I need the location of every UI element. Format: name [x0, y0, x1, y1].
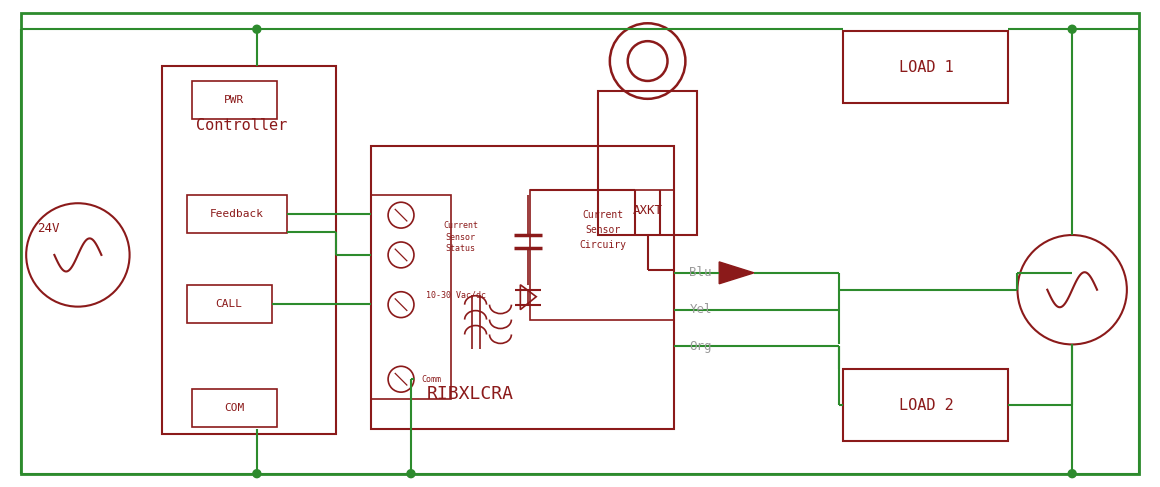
Circle shape	[1068, 469, 1076, 478]
Bar	[193, 81, 277, 119]
Bar	[530, 190, 674, 319]
Text: CALL: CALL	[216, 299, 242, 309]
Text: Comm: Comm	[421, 375, 441, 384]
Circle shape	[407, 469, 415, 478]
Text: 24V: 24V	[37, 222, 59, 235]
Text: 10-30 Vac/dc: 10-30 Vac/dc	[426, 290, 486, 299]
Text: Sensor: Sensor	[586, 225, 621, 235]
Text: AXKT: AXKT	[632, 204, 662, 217]
Bar	[843, 31, 1008, 103]
Polygon shape	[719, 262, 754, 284]
Bar	[843, 369, 1008, 441]
Bar	[162, 66, 336, 434]
Text: Circuiry: Circuiry	[579, 240, 626, 250]
Bar	[371, 146, 674, 429]
Bar	[193, 389, 277, 427]
Circle shape	[1068, 25, 1076, 33]
Circle shape	[253, 469, 261, 478]
Bar	[597, 91, 697, 235]
Bar	[187, 195, 287, 233]
Text: Current: Current	[582, 210, 623, 220]
Text: LOAD 2: LOAD 2	[899, 397, 954, 412]
Bar	[371, 195, 451, 399]
Text: LOAD 1: LOAD 1	[899, 59, 954, 75]
Text: COM: COM	[224, 403, 244, 413]
Text: Org: Org	[689, 340, 712, 353]
Text: Current: Current	[443, 221, 478, 229]
Text: Status: Status	[445, 244, 476, 253]
Text: Controller: Controller	[196, 118, 288, 133]
Text: Yel: Yel	[689, 303, 712, 316]
Text: Feedback: Feedback	[210, 209, 264, 219]
Circle shape	[253, 25, 261, 33]
Text: PWR: PWR	[224, 95, 244, 105]
Text: RIBXLCRA: RIBXLCRA	[427, 385, 514, 403]
Text: Sensor: Sensor	[445, 232, 476, 242]
Text: Blu: Blu	[689, 266, 712, 280]
Bar	[187, 285, 271, 322]
